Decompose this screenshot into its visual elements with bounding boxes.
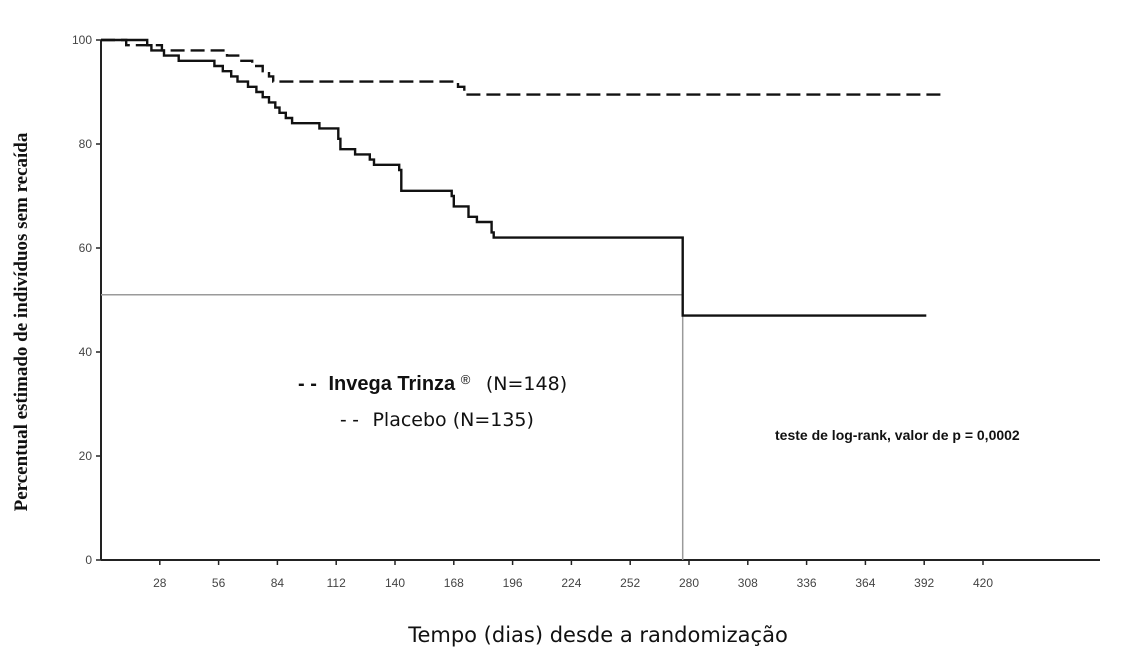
median-reference-lines — [101, 294, 684, 560]
legend-registered-mark: ® — [461, 372, 471, 387]
y-tick-label: 20 — [79, 449, 93, 463]
legend-prefix-dashed: - - — [340, 409, 359, 431]
y-tick-label: 60 — [79, 241, 93, 255]
x-tick-label: 224 — [561, 576, 581, 590]
x-tick-label: 84 — [271, 576, 285, 590]
legend: - - Invega Trinza ® (N=148) - - Placebo … — [298, 367, 567, 431]
x-tick-label: 56 — [212, 576, 226, 590]
x-tick-label: 280 — [679, 576, 699, 590]
legend-entry-dashed: - - Placebo (N=135) — [340, 409, 534, 431]
series-line-placebo — [101, 38, 927, 317]
y-tick-label: 100 — [72, 33, 92, 47]
x-tick-label: 140 — [385, 576, 405, 590]
x-tick-label: 364 — [855, 576, 875, 590]
x-tick-label: 252 — [620, 576, 640, 590]
y-tick-label: 0 — [85, 553, 92, 567]
x-tick-label: 196 — [503, 576, 523, 590]
legend-n-bold: (N=148) — [486, 373, 567, 395]
series-line-invega-trinza — [101, 38, 941, 96]
x-tick-label: 112 — [327, 576, 346, 590]
legend-entry-bold: - - Invega Trinza ® (N=148) — [298, 367, 567, 395]
y-tick-label: 40 — [79, 345, 93, 359]
x-axis-title: Tempo (dias) desde a randomização — [407, 623, 788, 647]
legend-prefix-bold: - - — [298, 373, 317, 395]
x-tick-label: 308 — [738, 576, 758, 590]
y-ticks: 0 20 40 60 80 100 — [72, 33, 101, 567]
legend-name-dashed: Placebo (N=135) — [372, 409, 533, 431]
series-layer — [101, 38, 941, 317]
x-ticks: 28 56 84 112 140 168 196 224 252 280 308 336 364 392 4… — [153, 560, 993, 590]
x-tick-label: 392 — [914, 576, 934, 590]
legend-name-bold: Invega Trinza — [328, 373, 456, 395]
x-tick-label: 168 — [444, 576, 464, 590]
y-axis-title: Percentual estimado de indivíduos sem re… — [11, 132, 32, 511]
y-tick-label: 80 — [79, 137, 93, 151]
x-tick-label: 336 — [797, 576, 817, 590]
x-tick-label: 420 — [973, 576, 993, 590]
x-tick-label: 28 — [153, 576, 167, 590]
log-rank-annotation: teste de log-rank, valor de p = 0,0002 — [775, 427, 1020, 443]
